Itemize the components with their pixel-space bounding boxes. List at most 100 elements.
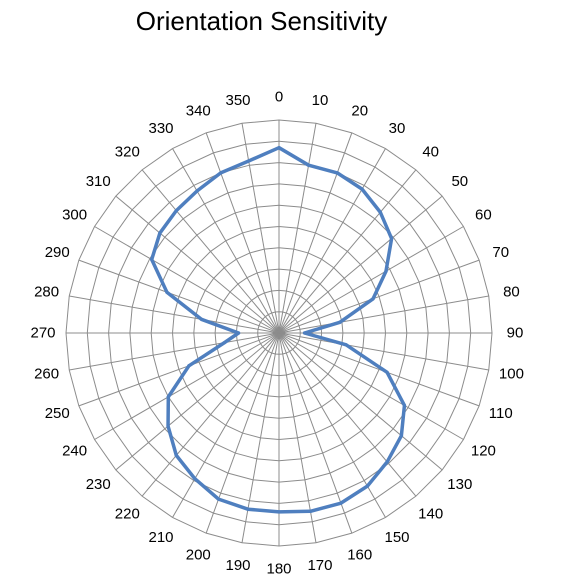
- grid-spoke: [278, 332, 480, 407]
- angle-tick-label: 0: [275, 89, 283, 106]
- grid-spoke: [278, 332, 353, 534]
- angle-tick-label: 60: [475, 207, 492, 224]
- grid-spoke: [172, 148, 280, 334]
- grid-spoke: [94, 332, 280, 440]
- grid-spoke: [278, 226, 464, 334]
- angle-tick-label: 130: [447, 476, 472, 493]
- data-point: [166, 424, 170, 428]
- angle-tick-label: 20: [351, 103, 368, 120]
- grid-spoke: [278, 332, 417, 497]
- grid-spoke: [278, 169, 417, 334]
- grid-spoke: [141, 332, 280, 497]
- angle-tick-label: 30: [389, 120, 406, 137]
- angle-tick-label: 210: [148, 529, 173, 546]
- data-point: [195, 189, 199, 193]
- angle-tick-label: 240: [62, 443, 87, 460]
- grid-spokes: [66, 120, 492, 546]
- angle-tick-label: 330: [148, 120, 173, 137]
- angle-tick-label: 80: [503, 284, 520, 301]
- data-point: [247, 159, 251, 163]
- data-point: [216, 497, 221, 501]
- grid-spoke: [205, 132, 280, 334]
- angle-tick-label: 220: [115, 505, 140, 522]
- angle-tick-label: 280: [34, 284, 59, 301]
- grid-spoke: [278, 332, 317, 543]
- data-point: [335, 171, 339, 175]
- angle-tick-label: 250: [45, 405, 70, 422]
- data-point: [166, 395, 170, 399]
- angle-tick-label: 70: [492, 244, 509, 261]
- data-point: [399, 434, 403, 438]
- angle-tick-label: 90: [507, 325, 524, 342]
- angle-tick-label: 340: [186, 103, 211, 120]
- data-point: [385, 460, 389, 464]
- grid-spoke: [278, 132, 353, 334]
- grid-spoke: [278, 332, 464, 440]
- angle-tick-label: 10: [312, 92, 329, 109]
- angle-tick-label: 300: [62, 207, 87, 224]
- angle-tick-label: 190: [226, 557, 251, 574]
- angle-tick-label: 170: [307, 557, 332, 574]
- data-point: [277, 510, 281, 514]
- angle-tick-label: 230: [86, 476, 111, 493]
- grid-spoke: [278, 195, 443, 334]
- angle-tick-label: 40: [422, 144, 439, 161]
- grid-spoke: [278, 259, 480, 334]
- data-point: [308, 509, 313, 513]
- grid-spoke: [69, 295, 280, 334]
- data-point: [174, 209, 178, 213]
- data-point: [360, 187, 364, 191]
- grid-spoke: [278, 332, 443, 471]
- data-point: [150, 257, 154, 262]
- data-point: [339, 501, 343, 505]
- data-point: [402, 403, 407, 408]
- grid-spoke: [94, 226, 280, 334]
- data-point: [174, 453, 178, 457]
- data-point: [389, 236, 394, 241]
- angle-tick-label: 350: [226, 92, 251, 109]
- grid-spoke: [278, 332, 489, 371]
- angle-tick-label: 180: [266, 561, 291, 578]
- series-layer: [149, 145, 407, 514]
- data-point: [199, 317, 203, 321]
- grid-spoke: [278, 295, 489, 334]
- data-point: [384, 269, 388, 273]
- angle-tick-label: 100: [499, 365, 524, 382]
- angle-tick-label: 260: [34, 365, 59, 382]
- data-point: [165, 290, 169, 294]
- data-point: [344, 343, 348, 347]
- grid-spoke: [172, 332, 280, 518]
- grid-spoke: [78, 259, 280, 334]
- angle-tick-label: 290: [45, 244, 70, 261]
- data-point: [246, 507, 250, 511]
- angle-tick-label: 200: [186, 546, 211, 563]
- data-point: [385, 370, 389, 374]
- data-point: [378, 210, 382, 214]
- grid-spoke: [115, 332, 280, 471]
- angle-tick-label: 320: [115, 144, 140, 161]
- data-point: [277, 146, 281, 150]
- grid-spoke: [141, 169, 280, 334]
- grid-spoke: [278, 123, 317, 334]
- data-point: [236, 331, 241, 335]
- angle-tick-label: 140: [418, 505, 443, 522]
- data-point: [338, 320, 342, 324]
- angle-tick-label: 310: [86, 173, 111, 190]
- grid-spoke: [278, 148, 386, 334]
- angle-tick-label: 110: [489, 405, 513, 422]
- grid-spoke: [115, 195, 280, 334]
- data-point: [306, 163, 311, 167]
- angle-tick-label: 150: [384, 529, 409, 546]
- angle-tick-label: 120: [471, 443, 496, 460]
- grid-spoke: [78, 332, 280, 407]
- data-point: [371, 297, 375, 301]
- data-point: [222, 341, 227, 345]
- chart-title: Orientation Sensitivity: [135, 6, 388, 36]
- data-point: [158, 231, 162, 235]
- grid-spoke: [241, 123, 280, 334]
- data-point: [193, 477, 197, 481]
- angle-tick-label: 270: [30, 325, 55, 342]
- data-point: [187, 364, 191, 368]
